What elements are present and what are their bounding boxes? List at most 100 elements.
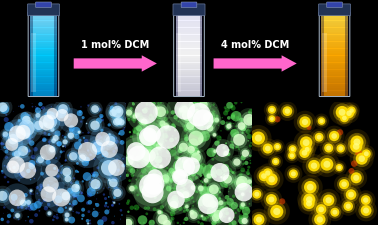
Point xyxy=(19,197,25,201)
Point xyxy=(211,187,217,191)
Point xyxy=(45,192,51,196)
Point xyxy=(341,182,347,186)
Point xyxy=(85,222,91,225)
Point xyxy=(24,134,30,137)
Point xyxy=(246,165,252,169)
Point xyxy=(120,164,126,167)
Bar xyxy=(321,19,348,21)
Point xyxy=(4,147,10,150)
Bar xyxy=(321,88,348,89)
Point xyxy=(0,142,5,145)
Point xyxy=(164,222,170,225)
Point xyxy=(194,190,200,194)
Point xyxy=(130,102,136,106)
Point xyxy=(118,120,124,124)
Point xyxy=(45,151,51,154)
Point xyxy=(62,159,68,162)
Point xyxy=(143,154,149,158)
Point xyxy=(14,151,20,155)
Point xyxy=(345,205,351,208)
Bar xyxy=(321,58,348,60)
Bar xyxy=(175,79,203,81)
Bar xyxy=(30,55,57,57)
Point xyxy=(184,208,191,212)
Point xyxy=(58,150,64,154)
Point xyxy=(152,207,158,211)
Point xyxy=(152,173,158,176)
Point xyxy=(84,122,90,125)
Bar xyxy=(175,88,203,89)
Point xyxy=(269,178,275,181)
Point xyxy=(110,181,116,185)
Point xyxy=(318,208,324,211)
Point xyxy=(203,195,209,199)
Point xyxy=(0,148,4,151)
Point xyxy=(146,107,152,111)
Point xyxy=(217,171,223,174)
Point xyxy=(115,191,121,195)
Point xyxy=(231,180,237,184)
Point xyxy=(223,151,229,155)
Point xyxy=(3,113,9,117)
Point xyxy=(194,108,200,112)
Bar xyxy=(321,48,348,50)
Point xyxy=(307,185,313,189)
Point xyxy=(111,201,117,205)
Point xyxy=(93,202,99,206)
Point xyxy=(126,111,132,115)
Point xyxy=(187,107,193,111)
Point xyxy=(171,203,177,207)
Point xyxy=(324,162,330,166)
Point xyxy=(177,223,183,225)
Point xyxy=(302,120,308,124)
Bar xyxy=(321,55,348,57)
Point xyxy=(60,144,66,148)
Point xyxy=(268,198,274,201)
Point xyxy=(148,184,154,188)
Point xyxy=(269,178,275,181)
Point xyxy=(151,182,157,186)
Point xyxy=(199,222,205,225)
Bar xyxy=(175,68,203,70)
Point xyxy=(226,218,232,222)
Point xyxy=(191,213,197,217)
Point xyxy=(48,170,54,174)
Point xyxy=(135,157,141,161)
Point xyxy=(92,107,98,111)
Bar xyxy=(30,53,57,54)
Point xyxy=(254,192,260,196)
Point xyxy=(209,165,215,169)
Point xyxy=(193,185,199,189)
Point xyxy=(165,146,171,149)
Point xyxy=(339,110,345,114)
Point xyxy=(19,206,25,209)
Bar xyxy=(30,90,57,92)
Point xyxy=(188,164,194,168)
Point xyxy=(170,200,176,203)
Bar xyxy=(30,40,57,42)
Bar xyxy=(321,46,348,47)
Point xyxy=(246,118,252,122)
Point xyxy=(211,133,217,137)
Point xyxy=(212,149,218,153)
Point xyxy=(245,171,251,175)
Point xyxy=(214,217,220,221)
Point xyxy=(230,171,236,174)
Point xyxy=(66,166,72,170)
Point xyxy=(337,130,343,134)
Bar xyxy=(321,40,348,42)
Point xyxy=(189,116,195,119)
Point xyxy=(115,187,121,190)
Point xyxy=(348,193,354,196)
Point xyxy=(12,211,18,214)
Point xyxy=(80,116,86,119)
Point xyxy=(215,140,222,144)
Point xyxy=(14,214,20,217)
Point xyxy=(214,154,220,158)
Point xyxy=(158,211,164,214)
Point xyxy=(115,191,121,195)
Point xyxy=(127,130,133,134)
Point xyxy=(197,214,203,218)
Point xyxy=(148,142,154,145)
Point xyxy=(68,181,74,184)
